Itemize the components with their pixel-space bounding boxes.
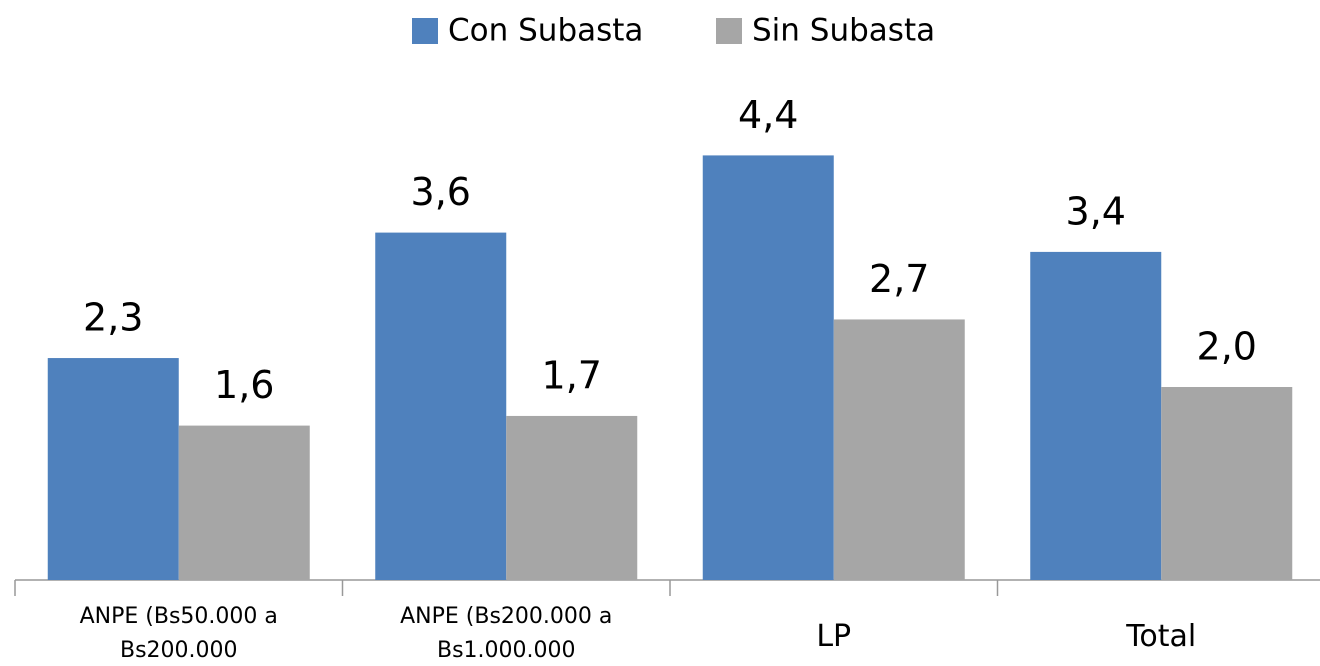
bar bbox=[833, 319, 965, 580]
bar bbox=[47, 358, 179, 580]
value-label: 1,6 bbox=[214, 363, 274, 407]
value-label: 3,6 bbox=[411, 170, 471, 214]
value-label: 4,4 bbox=[738, 93, 798, 137]
legend-label: Con Subasta bbox=[448, 13, 643, 49]
bar bbox=[702, 155, 834, 580]
value-label: 2,7 bbox=[869, 257, 929, 301]
bar bbox=[375, 232, 507, 580]
bar bbox=[1161, 387, 1293, 580]
value-label: 1,7 bbox=[542, 353, 602, 397]
x-tick-label: Total bbox=[1126, 619, 1197, 654]
bar bbox=[178, 425, 310, 580]
value-label: 3,4 bbox=[1066, 189, 1126, 233]
bar bbox=[1030, 251, 1162, 580]
legend-swatch bbox=[412, 18, 438, 44]
x-tick-label: LP bbox=[816, 619, 852, 654]
x-tick-label: ANPE (Bs200.000 a Bs1.000.000 bbox=[400, 604, 613, 663]
legend-swatch bbox=[716, 18, 742, 44]
x-tick-label: ANPE (Bs50.000 a Bs200.000 bbox=[79, 604, 278, 663]
legend-label: Sin Subasta bbox=[752, 13, 935, 49]
value-label: 2,0 bbox=[1197, 325, 1257, 369]
value-label: 2,3 bbox=[83, 296, 143, 340]
bar bbox=[506, 415, 638, 580]
